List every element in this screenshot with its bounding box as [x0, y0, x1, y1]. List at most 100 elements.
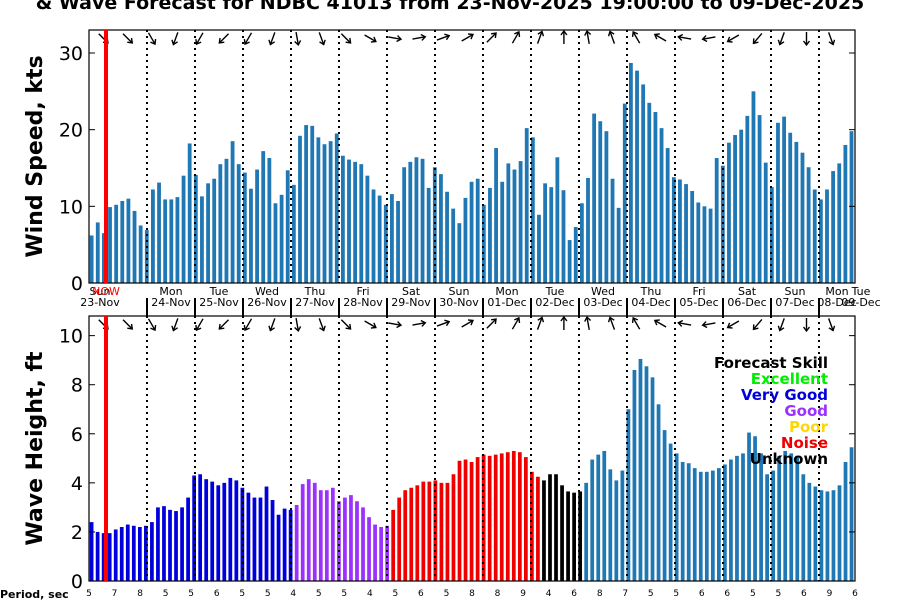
wave-bar [487, 455, 492, 581]
direction-arrow-icon [677, 33, 692, 41]
wind-bar [739, 129, 744, 283]
wind-ytick-label: 20 [59, 120, 83, 142]
direction-arrow-icon [364, 34, 377, 43]
period-value: 5 [341, 589, 347, 599]
wave-bar [234, 480, 239, 581]
wave-bar [403, 490, 408, 581]
day-name: Mon [159, 285, 182, 298]
day-date: 07-Dec [775, 296, 814, 309]
direction-arrow-icon [218, 33, 230, 44]
wind-bar [543, 183, 548, 283]
wave-bar [704, 471, 709, 581]
direction-arrow-icon [752, 32, 763, 45]
wave-bar [415, 485, 420, 581]
wave-bar [698, 471, 703, 581]
wind-bar [678, 179, 682, 283]
wave-bar [192, 475, 196, 581]
wave-bar [240, 487, 245, 581]
wave-bar [300, 484, 305, 581]
wave-bar [445, 482, 450, 581]
wind-ytick-label: 0 [71, 273, 83, 295]
direction-arrow-icon [388, 35, 403, 43]
period-value: 8 [137, 589, 143, 599]
direction-arrow-icon [802, 32, 811, 47]
day-date: 02-Dec [535, 296, 574, 309]
wind-bar [500, 181, 505, 283]
wind-bar [616, 207, 621, 283]
wind-bar [635, 70, 639, 283]
period-value: 4 [290, 589, 296, 599]
direction-arrow-icon [777, 32, 785, 46]
wave-bar [222, 482, 227, 581]
direction-arrow-icon [701, 35, 716, 43]
wave-bar [421, 481, 426, 582]
legend-item: Excellent [751, 370, 828, 388]
day-name: Fri [356, 285, 369, 298]
period-value: 6 [418, 589, 424, 599]
wind-bar [586, 177, 590, 283]
direction-arrow-icon [98, 319, 109, 330]
direction-arrow-icon [631, 30, 641, 44]
wave-bar [481, 454, 486, 581]
wind-bar [843, 145, 848, 283]
wind-bar [273, 203, 278, 283]
wind-bar [733, 135, 737, 283]
direction-arrow-icon [171, 32, 179, 46]
wave-bar [505, 452, 510, 581]
day-name: Sat [738, 285, 757, 298]
wind-bar [291, 184, 296, 283]
direction-arrow-icon [340, 319, 352, 330]
wave-bar [144, 525, 148, 581]
day-name: Tue [545, 285, 565, 298]
legend-item: Very Good [741, 386, 828, 404]
wind-bar [322, 144, 327, 283]
day-date: 05-Dec [679, 296, 718, 309]
direction-arrow-icon [98, 33, 109, 44]
wind-bar [567, 240, 572, 283]
day-date: 27-Nov [295, 296, 335, 309]
wind-bar [426, 187, 431, 283]
day-date: 06-Dec [727, 296, 766, 309]
direction-arrow-icon [436, 319, 451, 327]
direction-arrow-icon [461, 319, 474, 328]
wind-bar [144, 230, 149, 283]
wave-bar [566, 491, 570, 581]
wave-bar [753, 436, 757, 581]
wind-bar [537, 214, 541, 283]
direction-arrow-icon [511, 316, 521, 330]
direction-arrow-icon [631, 316, 641, 330]
wind-bar [457, 223, 462, 283]
wind-bar [727, 142, 731, 283]
direction-arrow-icon [560, 29, 568, 44]
wave-bar [813, 486, 818, 581]
wind-bar [475, 178, 480, 283]
wave-bar [717, 468, 721, 581]
wind-bar [530, 137, 535, 283]
wave-ytick-label: 6 [71, 424, 83, 446]
wind-bar [659, 128, 664, 283]
direction-arrow-icon [607, 30, 616, 44]
wind-ytick-label: 30 [59, 43, 83, 65]
day-date: 08-Dec [817, 296, 856, 309]
wave-bar [312, 482, 317, 581]
wave-bar [427, 481, 432, 582]
day-name: Wed [591, 285, 615, 298]
day-name: Thu [640, 285, 662, 298]
wind-bar [481, 204, 486, 283]
wave-bar [361, 507, 365, 581]
wave-bar [536, 476, 540, 581]
wind-bar [757, 115, 762, 283]
wind-bar [794, 141, 799, 283]
wind-ytick-label: 10 [59, 196, 83, 218]
wave-bar [270, 500, 275, 581]
wind-bar [671, 177, 676, 283]
wave-bar [156, 507, 160, 581]
wind-bar [267, 158, 272, 283]
wave-bar [825, 491, 830, 581]
direction-arrow-icon [726, 34, 740, 43]
wave-bar [801, 474, 806, 581]
day-name: Tue [851, 285, 871, 298]
wave-bar [276, 514, 281, 581]
wave-bar [228, 477, 233, 581]
